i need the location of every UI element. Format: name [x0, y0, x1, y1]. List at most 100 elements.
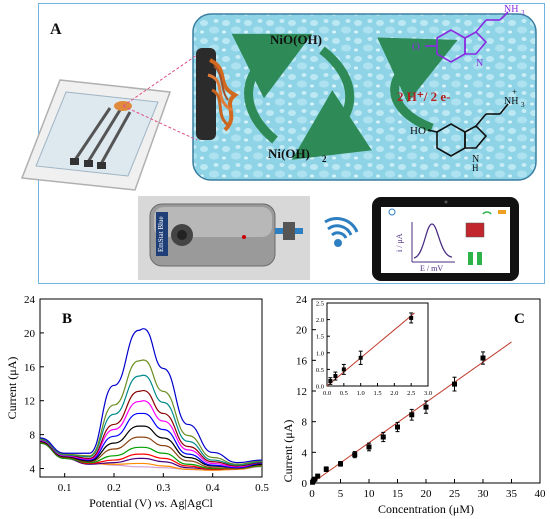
- y-tick-label: 12: [24, 396, 35, 408]
- reduction-arrow: [291, 46, 372, 160]
- y-tick-label: 20: [296, 325, 308, 337]
- serotonin-molecule: [427, 103, 509, 157]
- tablet-device: [372, 197, 519, 281]
- inset-x-tick-label: 0.0: [323, 390, 331, 397]
- panel-c-label: C: [514, 311, 525, 327]
- inset-data-point: [409, 315, 414, 320]
- x-tick-label: 0.2: [107, 482, 121, 494]
- x-tick-label: 15: [392, 488, 404, 500]
- voltammogram-line-12: [39, 359, 263, 465]
- x-tick-label: 20: [421, 488, 433, 500]
- voltammogram-line-6: [39, 436, 263, 470]
- voltammogram-line-13: [39, 328, 263, 464]
- voltammogram-line-5: [39, 442, 263, 470]
- inset-data-point: [341, 367, 346, 372]
- inset-y-tick-label: 1.0: [316, 350, 324, 357]
- inset-fit-line: [326, 312, 415, 387]
- svg-text:3: 3: [521, 101, 525, 109]
- inset-x-tick-label: 2.5: [407, 390, 415, 397]
- inset-y-tick-label: 0.0: [316, 384, 324, 391]
- svg-text:Ni(OH): Ni(OH): [268, 146, 310, 161]
- wifi-icon: [324, 217, 359, 247]
- y-tick-label: 4: [302, 447, 308, 459]
- voltammogram-line-9: [39, 400, 263, 468]
- device-brand-label: EmStat Blue: [157, 216, 165, 252]
- tablet-ylabel: i / μA: [395, 233, 404, 252]
- y-tick-label: 24: [296, 294, 308, 306]
- serotonin-nh3-label: NH 3 +: [504, 87, 525, 109]
- ni-oh2-label: Ni(OH) 2: [268, 146, 327, 164]
- data-point: [352, 452, 358, 458]
- serotonin-nh-label: N H: [472, 154, 479, 173]
- x-tick-label: 25: [449, 488, 461, 500]
- x-tick-label: 0.3: [156, 482, 170, 494]
- inset-x-tick-label: 0.5: [340, 390, 348, 397]
- oxidized-serotonin-molecule: [425, 11, 509, 63]
- inset-x-tick-label: 1.5: [373, 390, 381, 397]
- potentiostat-device: [138, 196, 310, 280]
- y-tick-label: 20: [24, 328, 36, 340]
- inset-y-tick-label: 2.5: [316, 301, 324, 308]
- y-tick-label: 8: [30, 430, 36, 442]
- inset-x-tick-label: 3.0: [424, 390, 432, 397]
- tablet-xlabel: E / mV: [420, 264, 443, 273]
- x-tick-label: 5: [338, 488, 344, 500]
- x-tick-label: 40: [535, 488, 547, 500]
- panel-a-label: A: [50, 21, 62, 38]
- data-point: [409, 412, 415, 418]
- x-axis-label: Potential (V) vs. Ag|AgCl: [89, 496, 213, 510]
- voltammogram-line-11: [39, 374, 263, 466]
- voltammogram-line-8: [39, 412, 263, 469]
- voltammogram-line-7: [39, 425, 263, 469]
- x-tick-label: 0.4: [206, 482, 220, 494]
- inset-y-tick-label: 1.5: [316, 334, 324, 341]
- y-tick-label: 0: [302, 478, 308, 490]
- data-point: [380, 434, 386, 440]
- x-tick-label: 10: [364, 488, 376, 500]
- svg-text:NH: NH: [504, 4, 518, 15]
- inset-y-tick-label: 0.5: [316, 367, 324, 374]
- data-point: [480, 355, 486, 361]
- oxidized-nh3-label: NH 3: [504, 4, 525, 17]
- y-tick-label: 4: [30, 464, 36, 476]
- inset-data-point: [328, 379, 333, 384]
- data-point: [315, 473, 321, 479]
- data-point: [323, 466, 329, 472]
- data-point: [366, 444, 372, 450]
- oxidation-arrow: [231, 33, 313, 144]
- svg-text:2: 2: [322, 154, 327, 164]
- panel-b-label: B: [62, 311, 72, 327]
- x-tick-label: 0.1: [58, 482, 72, 494]
- data-point: [395, 424, 400, 430]
- inset-x-tick-label: 2.0: [390, 390, 398, 397]
- inset-y-tick-label: 2.0: [316, 317, 324, 324]
- y-tick-label: 16: [296, 355, 308, 367]
- panel-a: A NiO(OH) Ni(OH) 2 2 H⁺/ 2 e- O N: [20, 4, 537, 281]
- inset-data-point: [333, 374, 338, 379]
- svg-text:+: +: [512, 87, 517, 97]
- data-point: [338, 461, 343, 467]
- proton-electron-label: 2 H⁺/ 2 e-: [397, 89, 450, 104]
- inset-data-point: [358, 355, 363, 360]
- y-axis-label: Current (μA): [5, 357, 19, 420]
- panel-b-frame: [39, 298, 263, 478]
- y-tick-label: 12: [296, 386, 307, 398]
- y-tick-label: 24: [24, 294, 36, 306]
- data-point: [452, 381, 457, 387]
- hydroxyl-label: HO: [410, 125, 426, 137]
- serotonin-arrow: [377, 37, 458, 133]
- x-tick-label: 0: [309, 488, 315, 500]
- svg-text:N: N: [472, 154, 479, 165]
- nio-oh-label: NiO(OH): [270, 32, 322, 47]
- x-tick-label: 30: [478, 488, 490, 500]
- svg-text:NH: NH: [504, 96, 518, 107]
- svg-text:H: H: [472, 163, 479, 173]
- y-tick-label: 8: [302, 417, 308, 429]
- data-point: [312, 476, 318, 482]
- voltammogram-line-10: [39, 389, 263, 467]
- oxidized-o-label: O: [412, 41, 420, 53]
- oxidized-n-label: N: [476, 58, 483, 69]
- y-tick-label: 16: [24, 362, 36, 374]
